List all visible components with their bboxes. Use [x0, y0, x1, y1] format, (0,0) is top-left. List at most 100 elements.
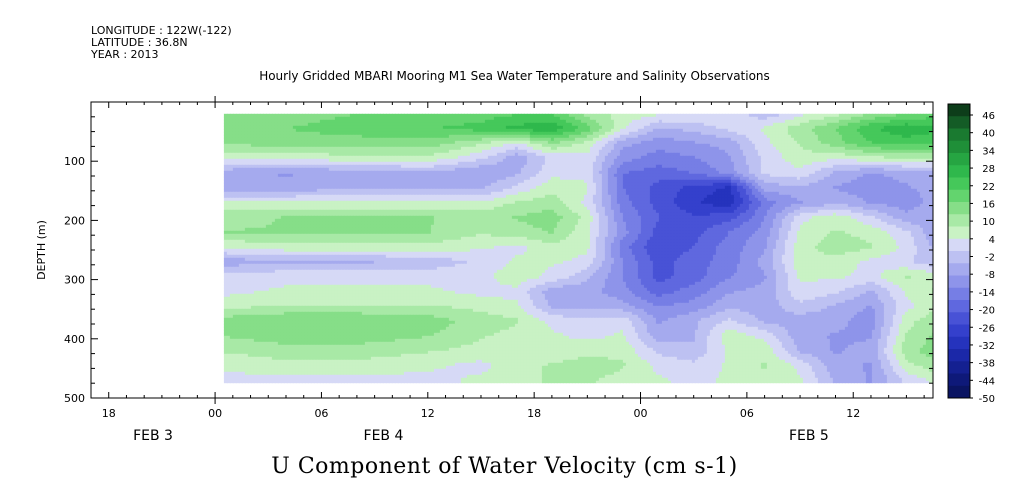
heatmap-cell — [781, 152, 786, 157]
heatmap-cell — [553, 173, 558, 178]
heatmap-cell — [331, 155, 336, 160]
heatmap-cell — [652, 158, 657, 163]
heatmap-cell — [682, 128, 687, 133]
heatmap-cell — [469, 146, 474, 151]
heatmap-cell — [493, 128, 498, 133]
heatmap-cell — [706, 143, 711, 148]
heatmap-cell — [448, 149, 453, 154]
heatmap-cell — [403, 116, 408, 121]
heatmap-cell — [283, 128, 288, 133]
heatmap-cell — [727, 122, 732, 127]
heatmap-cell — [487, 149, 492, 154]
heatmap-cell — [337, 125, 342, 130]
heatmap-cell — [616, 152, 621, 157]
heatmap-cell — [793, 131, 798, 136]
heatmap-cell — [400, 167, 405, 172]
heatmap-cell — [799, 131, 804, 136]
heatmap-cell — [607, 158, 612, 163]
heatmap-cell — [916, 164, 921, 169]
heatmap-cell — [433, 143, 438, 148]
heatmap-cell — [418, 128, 423, 133]
heatmap-cell — [286, 170, 291, 175]
heatmap-cell — [520, 125, 525, 130]
heatmap-cell — [526, 131, 531, 136]
heatmap-cell — [814, 158, 819, 163]
heatmap-cell — [610, 122, 615, 127]
heatmap-cell — [604, 152, 609, 157]
heatmap-cell — [781, 116, 786, 121]
heatmap-cell — [481, 149, 486, 154]
heatmap-cell — [385, 155, 390, 160]
heatmap-cell — [589, 119, 594, 124]
heatmap-cell — [856, 161, 861, 166]
heatmap-cell — [283, 155, 288, 160]
heatmap-cell — [853, 140, 858, 145]
heatmap-cell — [607, 116, 612, 121]
heatmap-cell — [643, 167, 648, 172]
heatmap-cell — [844, 161, 849, 166]
heatmap-cell — [643, 146, 648, 151]
heatmap-cell — [370, 170, 375, 175]
heatmap-cell — [775, 131, 780, 136]
heatmap-cell — [829, 128, 834, 133]
heatmap-cell — [706, 140, 711, 145]
heatmap-cell — [886, 116, 891, 121]
heatmap-cell — [229, 173, 234, 178]
heatmap-cell — [598, 128, 603, 133]
heatmap-cell — [403, 119, 408, 124]
heatmap-cell — [892, 125, 897, 130]
heatmap-cell — [424, 125, 429, 130]
heatmap-cell — [820, 119, 825, 124]
heatmap-cell — [283, 170, 288, 175]
heatmap-cell — [328, 140, 333, 145]
heatmap-cell — [622, 137, 627, 142]
heatmap-cell — [370, 122, 375, 127]
heatmap-cell — [892, 149, 897, 154]
heatmap-cell — [847, 173, 852, 178]
heatmap-cell — [550, 122, 555, 127]
heatmap-cell — [826, 122, 831, 127]
heatmap-cell — [238, 128, 243, 133]
heatmap-cell — [508, 143, 513, 148]
heatmap-cell — [499, 173, 504, 178]
heatmap-cell — [352, 143, 357, 148]
heatmap-cell — [823, 140, 828, 145]
heatmap-cell — [670, 143, 675, 148]
heatmap-cell — [286, 113, 291, 118]
heatmap-cell — [928, 131, 933, 136]
heatmap-cell — [928, 161, 933, 166]
heatmap-cell — [541, 122, 546, 127]
heatmap-cell — [697, 140, 702, 145]
heatmap-cell — [664, 158, 669, 163]
heatmap-cell — [373, 155, 378, 160]
heatmap-cell — [511, 128, 516, 133]
heatmap-cell — [475, 125, 480, 130]
heatmap-cell — [454, 152, 459, 157]
heatmap-cell — [268, 176, 273, 181]
heatmap-cell — [562, 161, 567, 166]
heatmap-cell — [553, 134, 558, 139]
heatmap-cell — [802, 170, 807, 175]
heatmap-cell — [244, 152, 249, 157]
heatmap-cell — [571, 170, 576, 175]
heatmap-cell — [673, 113, 678, 118]
heatmap-cell — [520, 137, 525, 142]
heatmap-cell — [604, 119, 609, 124]
heatmap-cell — [310, 119, 315, 124]
heatmap-cell — [754, 113, 759, 118]
heatmap-cell — [679, 155, 684, 160]
heatmap-cell — [271, 122, 276, 127]
heatmap-cell — [739, 122, 744, 127]
heatmap-cell — [241, 137, 246, 142]
heatmap-cell — [607, 131, 612, 136]
heatmap-cell — [745, 170, 750, 175]
heatmap-cell — [388, 128, 393, 133]
heatmap-cell — [835, 143, 840, 148]
heatmap-cell — [496, 125, 501, 130]
heatmap-cell — [589, 158, 594, 163]
heatmap-cell — [703, 164, 708, 169]
heatmap-cell — [370, 137, 375, 142]
heatmap-cell — [322, 125, 327, 130]
heatmap-cell — [496, 152, 501, 157]
heatmap-cell — [379, 152, 384, 157]
